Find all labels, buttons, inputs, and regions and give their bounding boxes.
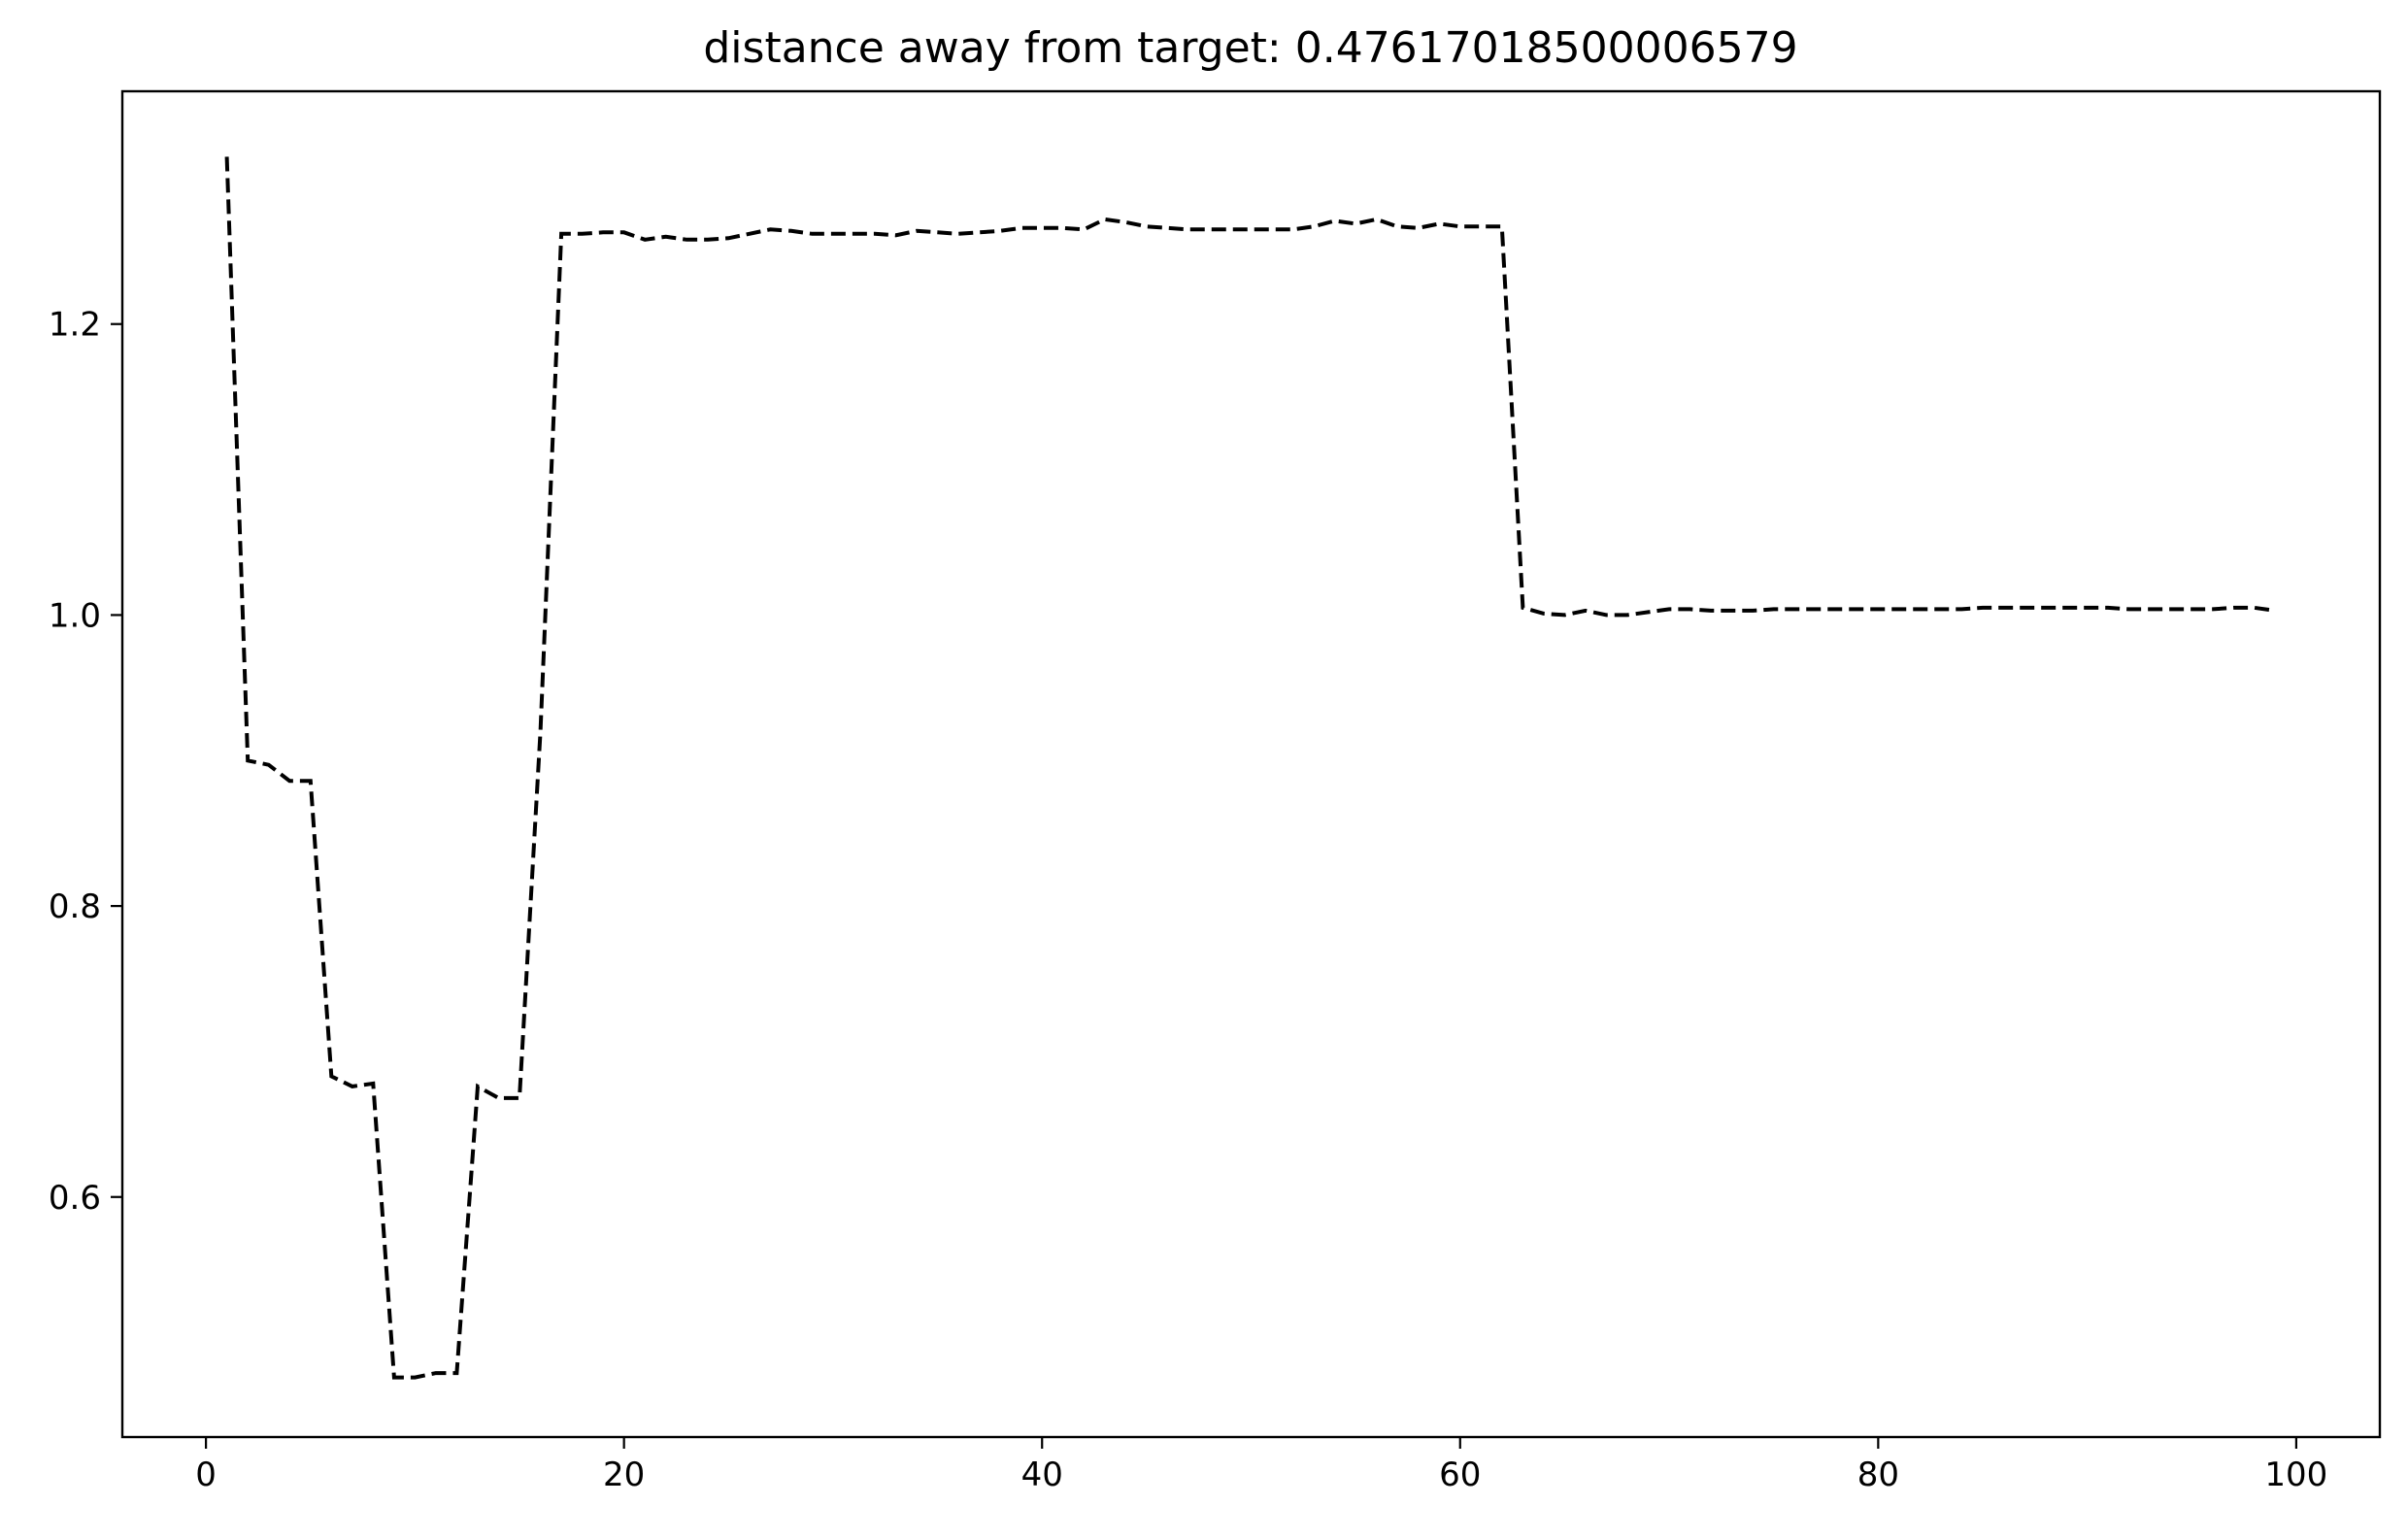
y-tick-label: 1.0 bbox=[49, 596, 101, 635]
chart-title: distance away from target: 0.47617018500… bbox=[703, 23, 1797, 73]
y-tick-label: 0.6 bbox=[49, 1179, 101, 1218]
series-line-0 bbox=[224, 156, 2276, 1380]
x-tick-label: 0 bbox=[195, 1455, 217, 1494]
y-tick-label: 1.2 bbox=[49, 306, 101, 345]
series-layer bbox=[224, 156, 2276, 1380]
plot-frame bbox=[120, 89, 2382, 1439]
y-axis: 0.6 0.8 1.0 1.2 bbox=[49, 306, 122, 1218]
x-tick-label: 100 bbox=[2264, 1455, 2327, 1494]
y-tick-label: 0.8 bbox=[49, 887, 101, 926]
x-tick-label: 80 bbox=[1857, 1455, 1899, 1494]
x-axis: 0 20 40 60 80 100 bbox=[195, 1437, 2327, 1494]
x-tick-label: 20 bbox=[603, 1455, 645, 1494]
x-tick-label: 60 bbox=[1439, 1455, 1481, 1494]
x-tick-label: 40 bbox=[1021, 1455, 1063, 1494]
